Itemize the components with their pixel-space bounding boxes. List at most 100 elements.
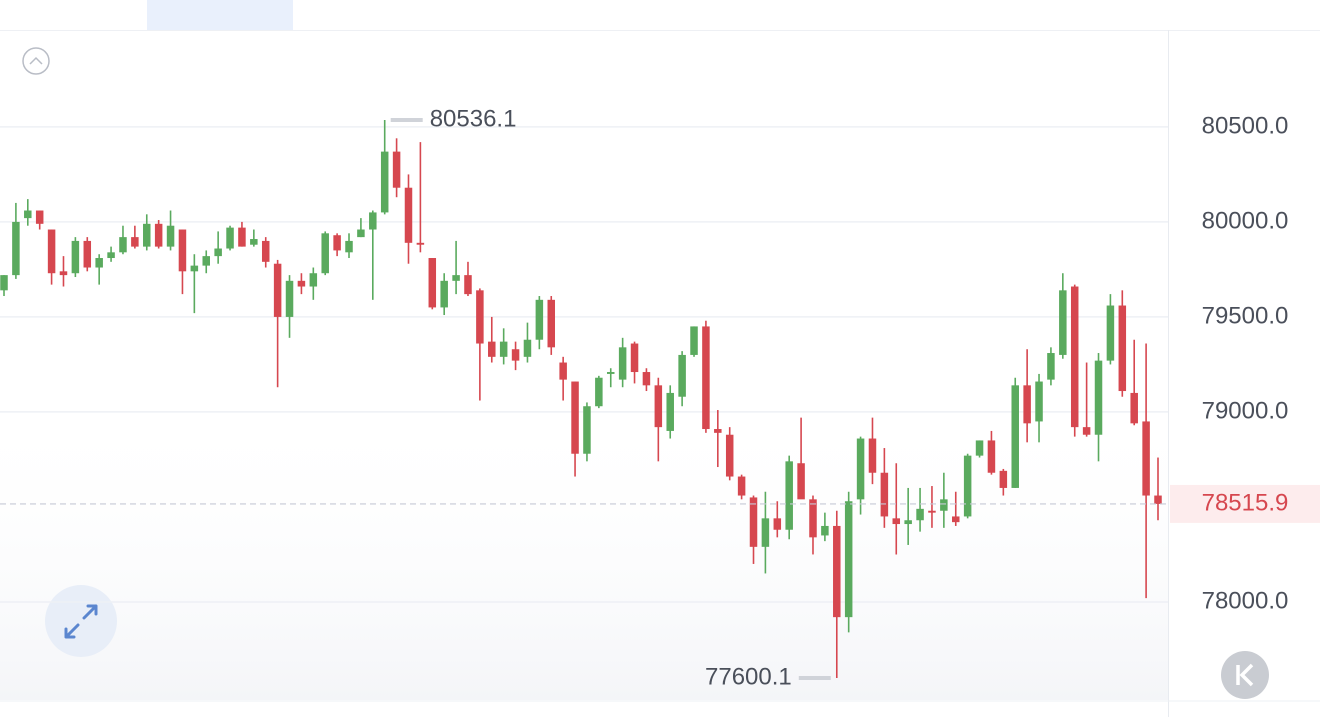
candle-body <box>250 239 258 245</box>
candle-body <box>476 290 484 344</box>
last-price-box <box>1170 484 1320 523</box>
candle-body <box>309 273 318 287</box>
candle-body <box>821 525 829 536</box>
candle-body <box>725 434 734 477</box>
candle-body <box>1082 427 1091 435</box>
candle-body <box>904 520 912 525</box>
candle-body <box>214 248 222 257</box>
candle-body <box>1023 385 1031 424</box>
candle-body <box>107 252 115 259</box>
candle-body <box>285 280 294 317</box>
candle-body <box>702 326 710 430</box>
active-tab[interactable] <box>147 0 293 30</box>
y-tick-label: 80500.0 <box>1202 112 1289 139</box>
candle-body <box>428 258 437 308</box>
candle-body <box>583 406 591 454</box>
y-tick-label: 79000.0 <box>1202 397 1289 424</box>
candle-body <box>416 242 425 245</box>
candle-body <box>1106 305 1115 361</box>
candle-body <box>559 362 567 380</box>
candle-body <box>261 240 270 262</box>
candle-body <box>963 455 972 517</box>
candle-body <box>809 499 817 538</box>
candle-body <box>1118 305 1127 392</box>
candle-body <box>630 343 639 373</box>
candle-body <box>345 240 353 253</box>
collapse-button[interactable] <box>22 47 50 75</box>
candle-body <box>844 501 853 618</box>
candle-body <box>440 280 448 308</box>
candle-body <box>1070 286 1079 428</box>
candle-body <box>1059 290 1067 355</box>
candle-body <box>880 472 889 517</box>
candle-body <box>273 263 282 317</box>
y-tick-label: 79500.0 <box>1202 302 1289 329</box>
candle-body <box>868 438 877 473</box>
candle-body <box>833 525 841 618</box>
candle-body <box>892 518 901 525</box>
candle-body <box>987 440 996 473</box>
candle-body <box>202 256 210 266</box>
candle-body <box>119 237 127 253</box>
candle-body <box>83 240 92 268</box>
candle-body <box>737 476 746 496</box>
candle-body <box>547 299 556 348</box>
candle-body <box>35 210 44 224</box>
candle-body <box>178 229 187 272</box>
candle-body <box>666 392 674 431</box>
candle-body <box>357 229 365 238</box>
candle-body <box>47 229 56 274</box>
candle-body <box>1035 381 1043 422</box>
candle-body <box>511 349 520 361</box>
candle-body <box>678 354 686 397</box>
candle-body <box>1047 353 1055 380</box>
candle-body <box>856 438 865 500</box>
candle-body <box>1154 495 1162 504</box>
candle-body <box>999 470 1008 488</box>
candle-body <box>1094 360 1103 435</box>
candle-body <box>714 429 722 433</box>
candle-body <box>785 461 793 530</box>
candle-body <box>59 271 68 276</box>
candle-body <box>297 280 306 287</box>
candle-body <box>749 497 758 547</box>
candle-body <box>392 151 401 188</box>
candle-body <box>523 339 532 357</box>
candle-body <box>1011 385 1019 488</box>
candle-body <box>238 227 246 247</box>
candle-body <box>642 372 651 386</box>
candle-body <box>761 518 770 547</box>
y-tick-label: 78000.0 <box>1202 587 1289 614</box>
candle-body <box>166 225 175 247</box>
candle-body <box>797 463 805 500</box>
candle-body <box>618 347 627 380</box>
y-tick-label: 80000.0 <box>1202 207 1289 234</box>
low-marker-label: 77600.1 <box>705 663 792 690</box>
candle-body <box>928 510 936 513</box>
candle-body <box>952 516 960 523</box>
candle-body <box>499 341 508 357</box>
candle-body <box>71 240 80 274</box>
candle-body <box>143 223 151 247</box>
candle-body <box>190 265 199 272</box>
candle-body <box>595 377 603 407</box>
candle-body <box>24 210 32 219</box>
last-price-label: 78515.9 <box>1202 489 1289 516</box>
expand-button[interactable] <box>45 585 117 657</box>
high-marker-label: 80536.1 <box>430 105 517 132</box>
candle-body <box>333 235 341 251</box>
candle-body <box>606 372 615 374</box>
candle-body <box>940 499 948 511</box>
scroll-to-latest-button[interactable] <box>1221 651 1269 699</box>
candle-body <box>380 151 389 213</box>
candle-body <box>654 385 663 428</box>
candle-body <box>488 341 496 357</box>
candle-body <box>154 223 163 247</box>
candle-body <box>1142 421 1150 496</box>
candle-body <box>571 381 579 454</box>
candle-body <box>535 299 544 340</box>
candle-body <box>1130 392 1138 424</box>
candle-body <box>975 440 984 456</box>
candle-body <box>916 508 924 521</box>
